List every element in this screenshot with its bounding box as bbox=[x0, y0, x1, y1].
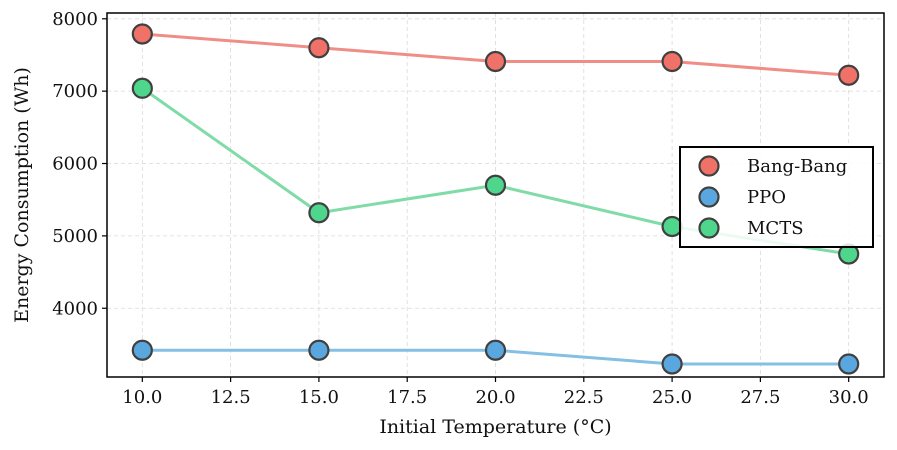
legend: Bang-Bang PPO MCTS bbox=[679, 146, 874, 248]
y-tick-label-3: 7000 bbox=[52, 81, 98, 102]
series-bang-bang bbox=[131, 23, 860, 86]
x-tick-label-3: 17.5 bbox=[387, 387, 427, 408]
legend-marker-mcts bbox=[698, 217, 720, 239]
data-point-ppo-2 bbox=[484, 339, 507, 361]
x-tick-label-7: 27.5 bbox=[740, 387, 780, 408]
x-tick-label-1: 12.5 bbox=[211, 387, 251, 408]
legend-marker-bang-bang bbox=[698, 155, 720, 177]
data-point-bang-bang-4 bbox=[838, 64, 860, 86]
data-point-ppo-1 bbox=[308, 339, 330, 361]
legend-label-ppo: PPO bbox=[747, 187, 786, 208]
data-point-mcts-0 bbox=[131, 77, 153, 99]
y-tick-label-2: 6000 bbox=[52, 154, 98, 175]
data-point-mcts-1 bbox=[308, 202, 330, 224]
y-tick-label-4: 8000 bbox=[52, 9, 98, 30]
x-tick-label-4: 20.0 bbox=[475, 387, 515, 408]
data-point-ppo-4 bbox=[838, 353, 860, 375]
axes-ticks: 10.0 12.5 15.0 17.5 20.0 22.5 25.0 27.5 30.0 4000… bbox=[52, 9, 869, 408]
data-point-bang-bang-0 bbox=[131, 23, 153, 45]
series-ppo bbox=[131, 339, 860, 375]
x-tick-label-2: 15.0 bbox=[299, 387, 339, 408]
x-tick-label-8: 30.0 bbox=[829, 387, 869, 408]
y-tick-label-1: 5000 bbox=[52, 226, 98, 247]
legend-label-bang-bang: Bang-Bang bbox=[747, 156, 847, 177]
data-point-ppo-0 bbox=[131, 339, 153, 361]
data-point-mcts-3 bbox=[661, 215, 683, 238]
data-point-ppo-3 bbox=[661, 353, 683, 375]
legend-marker-ppo bbox=[698, 186, 720, 208]
y-tick-label-0: 4000 bbox=[52, 298, 98, 319]
data-point-bang-bang-1 bbox=[308, 37, 330, 59]
y-axis-title: Energy Consumption (Wh) bbox=[11, 67, 33, 323]
grid bbox=[107, 13, 884, 377]
data-point-bang-bang-3 bbox=[661, 50, 683, 73]
x-axis-title: Initial Temperature (°C) bbox=[379, 416, 611, 438]
x-tick-label-0: 10.0 bbox=[122, 387, 162, 408]
legend-label-mcts: MCTS bbox=[747, 218, 804, 239]
x-tick-label-6: 25.0 bbox=[652, 387, 692, 408]
data-point-mcts-2 bbox=[484, 174, 507, 196]
x-tick-label-5: 22.5 bbox=[564, 387, 604, 408]
data-point-bang-bang-2 bbox=[484, 50, 507, 73]
